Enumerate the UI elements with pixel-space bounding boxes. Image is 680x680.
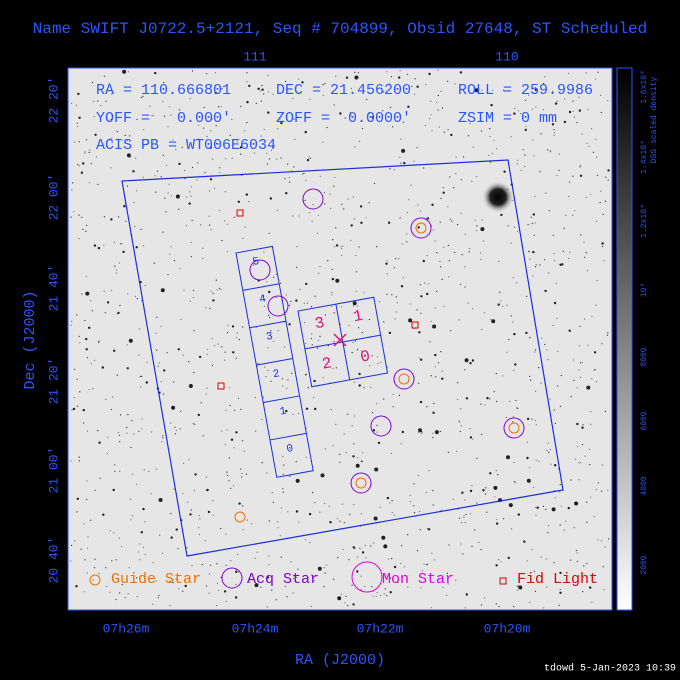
legend-acq: Acq Star — [247, 571, 319, 588]
info-acis: ACIS PB = WT006E6034 — [96, 137, 276, 154]
bottom-tick: 07h26m — [103, 621, 150, 636]
info-zsim: ZSIM = 0 mm — [458, 110, 557, 127]
chip-label: 5 — [252, 256, 261, 269]
chip-label: 2 — [321, 354, 334, 373]
star-markers — [217, 188, 525, 523]
bottom-tick: 07h22m — [357, 621, 404, 636]
bottom-tick: 07h24m — [232, 621, 279, 636]
left-tick: 21 40' — [46, 265, 61, 312]
left-tick: 22 20' — [46, 77, 61, 124]
info-yoff: YOFF = 0.000' — [96, 110, 231, 127]
colorbar-tick: 4000 — [640, 476, 649, 495]
acis-s: 5 4 3 2 1 0 — [235, 245, 314, 478]
chip-label: 3 — [313, 314, 326, 333]
info-dec: DEC = 21.456200 — [276, 82, 411, 99]
legend-guide: Guide Star — [111, 571, 201, 588]
top-tick: 111 — [243, 49, 267, 64]
chip-label: 4 — [258, 293, 267, 306]
frame — [67, 67, 613, 611]
colorbar-tick: 1.2x10⁴ — [640, 204, 649, 238]
star-field — [70, 69, 610, 609]
info-ra: RA = 110.666801 — [96, 82, 231, 99]
left-tick: 22 00' — [46, 174, 61, 221]
chip-label: 3 — [265, 331, 274, 344]
bottom-tick: 07h20m — [484, 621, 531, 636]
colorbar-label: DSS scaled density — [650, 77, 659, 164]
field-of-view — [121, 159, 564, 557]
colorbar-tick: 6000 — [640, 411, 649, 430]
acis-i: 3 1 2 0 — [297, 296, 389, 388]
colorbar-tick: 1.4x10⁴ — [640, 140, 649, 174]
legend-fid: Fid Light — [517, 571, 598, 588]
left-tick: 21 00' — [46, 447, 61, 494]
info-zoff: ZOFF = 0.0000' — [276, 110, 411, 127]
colorbar-tick: 2000 — [640, 555, 649, 574]
legend-mon: Mon Star — [382, 571, 454, 588]
legend: Guide Star Acq Star Mon Star Fid Light — [89, 561, 598, 593]
colorbar-tick: 1.6x10⁴ — [640, 70, 649, 104]
x-axis-title: RA (J2000) — [295, 652, 385, 669]
top-tick: 110 — [495, 49, 518, 64]
left-tick: 20 40' — [46, 537, 61, 584]
info-roll: ROLL = 259.9986 — [458, 82, 593, 99]
y-axis-title: Dec (J2000) — [22, 290, 39, 389]
title: Name SWIFT J0722.5+2121, Seq # 704899, O… — [33, 20, 648, 38]
colorbar-tick: 8000 — [640, 347, 649, 366]
aimpoint — [333, 333, 347, 347]
chip-label: 0 — [286, 443, 295, 456]
footer: tdowd 5-Jan-2023 10:39 — [544, 663, 676, 675]
colorbar — [616, 67, 633, 611]
chip-label: 1 — [279, 405, 288, 418]
bright-star — [482, 181, 514, 213]
chip-label: 2 — [272, 368, 281, 381]
colorbar-tick: 10⁴ — [640, 283, 649, 297]
chip-label: 1 — [352, 307, 365, 326]
chip-label: 0 — [359, 347, 372, 366]
left-tick: 21 20' — [46, 358, 61, 405]
